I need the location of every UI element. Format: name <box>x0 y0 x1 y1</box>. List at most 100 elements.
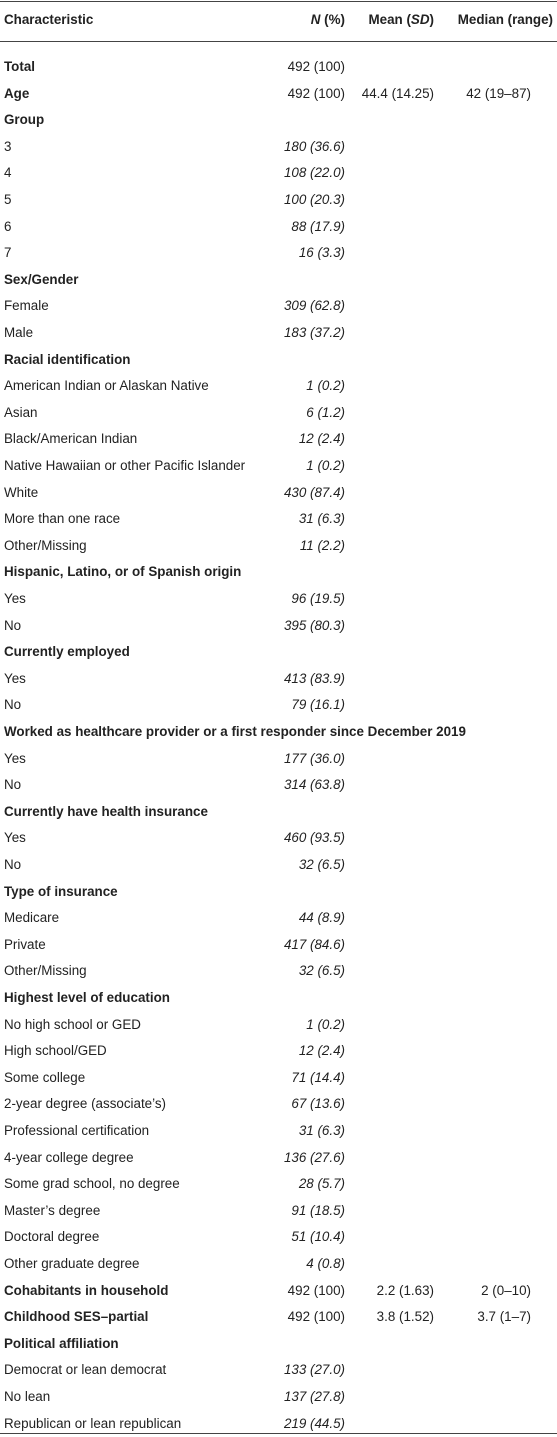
n-cell: 1 (0.2) <box>306 458 345 473</box>
row-label: No <box>4 697 22 713</box>
row-label: White <box>4 484 39 500</box>
row-label: Yes <box>4 830 26 846</box>
section-title: Sex/Gender <box>4 271 79 287</box>
n-cell: 314 (63.8) <box>283 777 345 793</box>
section-title: Type of insurance <box>4 883 118 899</box>
row-label: Black/American Indian <box>4 431 138 447</box>
row-label: Other/Missing <box>4 537 87 553</box>
n-cell: 417 (84.6) <box>283 936 345 952</box>
section-title: Racial identification <box>4 351 131 367</box>
section-title: Age <box>4 85 30 101</box>
n-cell: 492 (100) <box>287 1282 345 1298</box>
n-cell: 31 (6.3) <box>298 1123 345 1138</box>
row-label: Some college <box>4 1069 86 1085</box>
row-label: More than one race <box>4 511 121 527</box>
n-cell: 413 (83.9) <box>283 670 345 686</box>
header-part: SD <box>410 12 430 27</box>
header-part: (%) <box>320 12 345 27</box>
n-cell: 180 (36.6) <box>283 138 345 154</box>
row-label: Yes <box>4 670 26 686</box>
section-title: Highest level of education <box>4 990 170 1005</box>
n-cell: 219 (44.5) <box>283 1415 345 1431</box>
n-cell: 44 (8.9) <box>298 910 345 926</box>
row-label: Private <box>4 936 46 952</box>
row-label: Democrat or lean democrat <box>4 1362 167 1378</box>
n-cell: 11 (2.2) <box>299 537 345 553</box>
n-cell: 137 (27.8) <box>283 1389 345 1404</box>
median-cell: 3.7 (1–7) <box>477 1309 531 1325</box>
n-cell: 430 (87.4) <box>283 484 345 500</box>
n-cell: 492 (100) <box>287 85 345 101</box>
row-label: 7 <box>4 245 12 261</box>
median-cell: 2 (0–10) <box>481 1282 531 1298</box>
n-cell: 100 (20.3) <box>283 192 345 207</box>
n-cell: 88 (17.9) <box>291 218 345 234</box>
row-label: Male <box>4 325 34 340</box>
header-part: Mean ( <box>368 12 411 27</box>
row-label: No <box>4 617 22 633</box>
n-cell: 492 (100) <box>287 59 345 74</box>
bottom-rule <box>0 1433 557 1434</box>
n-cell: 492 (100) <box>287 1309 345 1325</box>
n-cell: 1 (0.2) <box>306 378 345 394</box>
n-cell: 32 (6.5) <box>298 963 345 979</box>
section-title: Worked as healthcare provider or a first… <box>4 724 466 739</box>
n-cell: 136 (27.6) <box>283 1149 345 1165</box>
row-label: Native Hawaiian or other Pacific Islande… <box>4 458 246 473</box>
header-median: Median (range) <box>457 12 553 27</box>
section-title: Total <box>4 59 35 74</box>
row-label: Doctoral degree <box>4 1229 100 1245</box>
row-label: American Indian or Alaskan Native <box>4 378 209 394</box>
n-cell: 395 (80.3) <box>283 617 345 633</box>
row-label: 6 <box>4 218 12 234</box>
header-n: N (%) <box>311 7 345 33</box>
n-cell: 108 (22.0) <box>283 165 345 181</box>
section-title: Hispanic, Latino, or of Spanish origin <box>4 564 242 580</box>
row-label: 5 <box>4 192 12 207</box>
row-label: Professional certification <box>4 1123 150 1138</box>
row-label: 2-year degree (associate’s) <box>4 1096 167 1112</box>
row-label: No high school or GED <box>4 1016 141 1032</box>
section-title: Currently have health insurance <box>4 803 208 819</box>
n-cell: 6 (1.2) <box>306 404 345 420</box>
section-title: Currently employed <box>4 644 130 660</box>
row-label: Master’s degree <box>4 1202 101 1218</box>
section-title: Childhood SES–partial <box>4 1309 149 1325</box>
header-rule <box>0 41 557 42</box>
median-cell: 42 (19–87) <box>466 85 531 101</box>
section-title: Political affiliation <box>4 1335 119 1351</box>
n-cell: 28 (5.7) <box>298 1176 345 1192</box>
n-cell: 16 (3.3) <box>298 245 345 261</box>
section-title: Cohabitants in household <box>4 1282 169 1298</box>
n-cell: 177 (36.0) <box>283 750 345 766</box>
mean-cell: 2.2 (1.63) <box>376 1282 434 1298</box>
header-characteristic: Characteristic <box>4 12 94 27</box>
row-label: No <box>4 857 22 872</box>
n-cell: 96 (19.5) <box>291 591 345 606</box>
n-cell: 12 (2.4) <box>298 431 345 447</box>
section-title: Group <box>4 112 45 128</box>
mean-cell: 44.4 (14.25) <box>361 85 434 101</box>
header-part: N <box>310 12 321 27</box>
n-cell: 460 (93.5) <box>283 830 345 846</box>
mean-cell: 3.8 (1.52) <box>376 1309 434 1325</box>
n-cell: 67 (13.6) <box>291 1096 345 1112</box>
header-mean: Mean (SD) <box>369 7 435 33</box>
n-cell: 79 (16.1) <box>291 697 345 713</box>
n-cell: 91 (18.5) <box>291 1202 345 1218</box>
n-cell: 31 (6.3) <box>298 511 345 527</box>
row-label: 4 <box>4 165 12 181</box>
top-rule <box>0 1 557 2</box>
header-part: ) <box>429 12 434 27</box>
row-label: 4-year college degree <box>4 1149 134 1165</box>
row-label: Other/Missing <box>4 963 87 979</box>
n-cell: 133 (27.0) <box>283 1362 345 1378</box>
n-cell: 1 (0.2) <box>306 1016 345 1032</box>
n-cell: 32 (6.5) <box>298 857 345 872</box>
row-label: Female <box>4 298 49 314</box>
row-label: Asian <box>4 404 38 420</box>
row-label: Republican or lean republican <box>4 1415 182 1431</box>
n-cell: 71 (14.4) <box>291 1069 345 1085</box>
n-cell: 309 (62.8) <box>283 298 345 314</box>
